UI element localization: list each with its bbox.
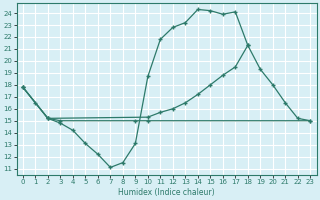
X-axis label: Humidex (Indice chaleur): Humidex (Indice chaleur) xyxy=(118,188,215,197)
